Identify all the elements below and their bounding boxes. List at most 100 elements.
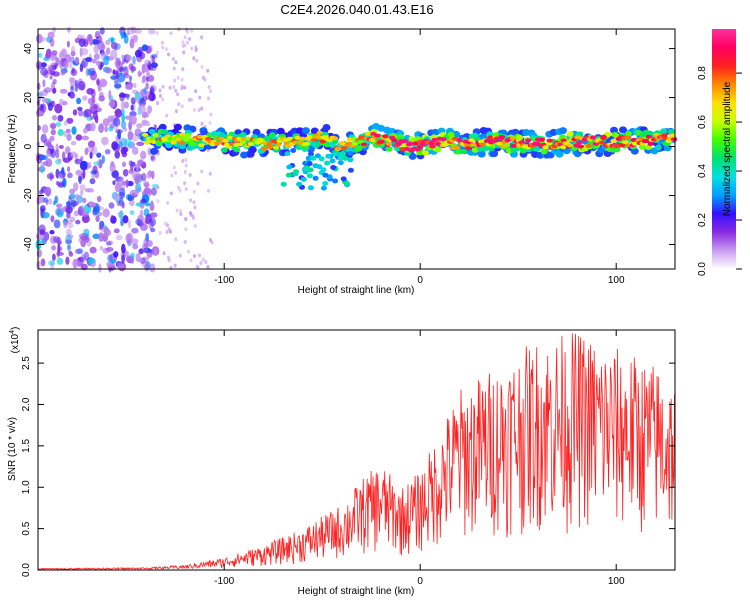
noise-dot bbox=[176, 92, 180, 97]
noise-blob bbox=[55, 148, 60, 159]
noise-dot bbox=[193, 254, 196, 259]
noise-blob bbox=[41, 211, 50, 219]
noise-blob bbox=[67, 222, 74, 229]
noise-blob bbox=[40, 258, 46, 267]
noise-dot bbox=[162, 251, 166, 256]
ridge-blob bbox=[351, 141, 359, 146]
noise-blob bbox=[89, 178, 96, 185]
noise-blob bbox=[141, 96, 148, 101]
ridge-blob bbox=[360, 142, 368, 147]
noise-dot bbox=[181, 40, 185, 45]
noise-blob bbox=[130, 161, 134, 171]
ridge-blob bbox=[295, 127, 304, 135]
ridge-blob bbox=[355, 146, 363, 152]
ridge-blob bbox=[643, 139, 651, 143]
noise-blob bbox=[123, 34, 129, 45]
ridge-tail-blob bbox=[292, 171, 299, 177]
noise-blob bbox=[88, 201, 96, 207]
ridge-tail-blob bbox=[285, 172, 292, 178]
noise-blob bbox=[132, 55, 136, 65]
noise-dot bbox=[192, 108, 196, 112]
noise-blob bbox=[48, 260, 56, 266]
noise-blob bbox=[56, 249, 61, 258]
noise-dot bbox=[167, 52, 170, 57]
ridge-blob bbox=[533, 146, 541, 152]
noise-dot bbox=[209, 89, 213, 94]
ridge-blob bbox=[546, 138, 553, 143]
noise-blob bbox=[56, 251, 64, 256]
noise-blob bbox=[153, 249, 158, 255]
noise-blob bbox=[114, 83, 122, 89]
noise-dot bbox=[174, 88, 178, 93]
noise-blob bbox=[54, 103, 63, 114]
noise-blob bbox=[97, 212, 103, 217]
noise-blob bbox=[135, 163, 140, 173]
ridge-tail-blob bbox=[332, 151, 339, 157]
noise-blob bbox=[121, 54, 125, 60]
noise-dot bbox=[200, 121, 204, 126]
noise-blob bbox=[80, 204, 84, 212]
noise-blob bbox=[75, 219, 81, 225]
ridge-blob bbox=[408, 152, 417, 160]
noise-blob bbox=[150, 227, 156, 233]
noise-blob bbox=[49, 38, 55, 47]
noise-dot bbox=[198, 95, 202, 100]
ridge-blob bbox=[468, 138, 475, 143]
noise-dot bbox=[177, 185, 181, 190]
noise-dot bbox=[190, 97, 194, 102]
noise-blob bbox=[74, 80, 79, 87]
noise-blob bbox=[99, 91, 104, 98]
noise-dot bbox=[181, 158, 185, 163]
ridge-tail-blob bbox=[337, 155, 344, 161]
ridge-blob bbox=[161, 129, 169, 135]
ridge-blob bbox=[431, 137, 438, 142]
ridge-blob bbox=[669, 133, 676, 138]
noise-blob bbox=[122, 247, 127, 252]
ridge-blob bbox=[286, 136, 293, 141]
noise-blob bbox=[131, 227, 139, 234]
ridge-blob bbox=[498, 135, 506, 140]
noise-blob bbox=[97, 83, 102, 92]
ridge-tail-blob bbox=[280, 181, 287, 187]
snr-frame bbox=[37, 329, 676, 571]
ridge-blob bbox=[510, 143, 518, 148]
noise-blob bbox=[47, 31, 55, 39]
snr-scale-exponent: 4 bbox=[9, 330, 16, 334]
noise-blob bbox=[83, 108, 92, 118]
noise-blob bbox=[134, 191, 139, 196]
ridge-blob bbox=[310, 138, 317, 142]
ridge-tail-blob bbox=[340, 176, 347, 182]
ridge-blob bbox=[198, 143, 205, 148]
noise-blob bbox=[51, 245, 56, 251]
noise-blob bbox=[146, 120, 151, 127]
noise-blob bbox=[78, 109, 84, 117]
ridge-blob bbox=[331, 136, 339, 141]
ridge-tail-blob bbox=[306, 173, 313, 179]
colorbar-label: Normalized spectral amplitude bbox=[722, 81, 733, 216]
ridge-blob bbox=[540, 148, 548, 155]
noise-blob bbox=[126, 232, 134, 243]
ridge-blob bbox=[496, 141, 503, 146]
noise-blob bbox=[134, 29, 142, 34]
noise-dot bbox=[173, 263, 177, 268]
ridge-blob bbox=[173, 123, 182, 131]
ridge-blob bbox=[275, 142, 282, 147]
noise-dot bbox=[192, 56, 196, 61]
ridge-blob bbox=[261, 146, 268, 151]
noise-blob bbox=[73, 210, 80, 217]
snr-panel: -100 0 100 0.0 0.5 1.0 1.5 2.0 2.5 Height of str… bbox=[7, 327, 676, 597]
noise-dot bbox=[206, 68, 210, 73]
noise-blob bbox=[130, 252, 135, 258]
ridge-blob bbox=[284, 144, 292, 149]
noise-blob bbox=[98, 225, 104, 230]
noise-blob bbox=[80, 48, 89, 56]
noise-blob bbox=[52, 253, 56, 261]
ridge-blob bbox=[315, 135, 322, 140]
noise-blob bbox=[108, 90, 112, 100]
colorbar-gradient bbox=[712, 29, 736, 269]
ridge-blob bbox=[178, 140, 185, 145]
spectrogram-ytick-label: -40 bbox=[23, 237, 34, 252]
ridge-blob bbox=[486, 131, 494, 137]
noise-blob bbox=[148, 28, 156, 35]
snr-line bbox=[37, 333, 675, 571]
